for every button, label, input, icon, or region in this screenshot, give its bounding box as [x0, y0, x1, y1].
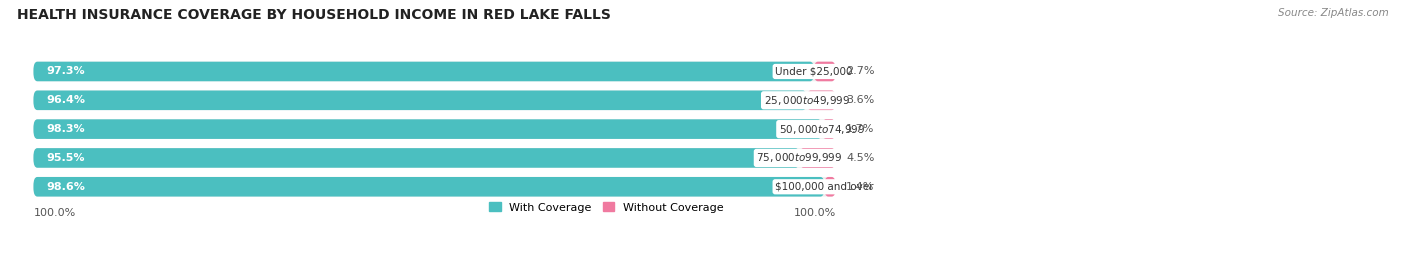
Text: 1.7%: 1.7%: [846, 124, 875, 134]
FancyBboxPatch shape: [34, 90, 835, 110]
Text: 2.7%: 2.7%: [846, 66, 875, 76]
Text: $100,000 and over: $100,000 and over: [775, 182, 873, 192]
FancyBboxPatch shape: [34, 62, 835, 81]
FancyBboxPatch shape: [824, 177, 835, 197]
Text: 100.0%: 100.0%: [34, 208, 76, 218]
FancyBboxPatch shape: [800, 148, 835, 168]
FancyBboxPatch shape: [814, 62, 835, 81]
FancyBboxPatch shape: [34, 119, 823, 139]
Text: $75,000 to $99,999: $75,000 to $99,999: [756, 151, 842, 164]
Text: 95.5%: 95.5%: [46, 153, 84, 163]
Text: 96.4%: 96.4%: [46, 95, 86, 105]
Text: 3.6%: 3.6%: [846, 95, 875, 105]
Legend: With Coverage, Without Coverage: With Coverage, Without Coverage: [485, 198, 728, 217]
Text: HEALTH INSURANCE COVERAGE BY HOUSEHOLD INCOME IN RED LAKE FALLS: HEALTH INSURANCE COVERAGE BY HOUSEHOLD I…: [17, 8, 610, 22]
Text: 98.3%: 98.3%: [46, 124, 84, 134]
FancyBboxPatch shape: [34, 119, 835, 139]
Text: $25,000 to $49,999: $25,000 to $49,999: [763, 94, 849, 107]
FancyBboxPatch shape: [34, 177, 824, 197]
FancyBboxPatch shape: [807, 90, 835, 110]
FancyBboxPatch shape: [34, 148, 800, 168]
Text: 98.6%: 98.6%: [46, 182, 86, 192]
Text: Source: ZipAtlas.com: Source: ZipAtlas.com: [1278, 8, 1389, 18]
Text: Under $25,000: Under $25,000: [775, 66, 852, 76]
FancyBboxPatch shape: [34, 90, 807, 110]
FancyBboxPatch shape: [34, 148, 835, 168]
Text: $50,000 to $74,999: $50,000 to $74,999: [779, 123, 865, 136]
FancyBboxPatch shape: [34, 62, 814, 81]
Text: 1.4%: 1.4%: [846, 182, 875, 192]
Text: 97.3%: 97.3%: [46, 66, 84, 76]
FancyBboxPatch shape: [823, 119, 835, 139]
Text: 100.0%: 100.0%: [793, 208, 835, 218]
Text: 4.5%: 4.5%: [846, 153, 875, 163]
FancyBboxPatch shape: [34, 177, 835, 197]
